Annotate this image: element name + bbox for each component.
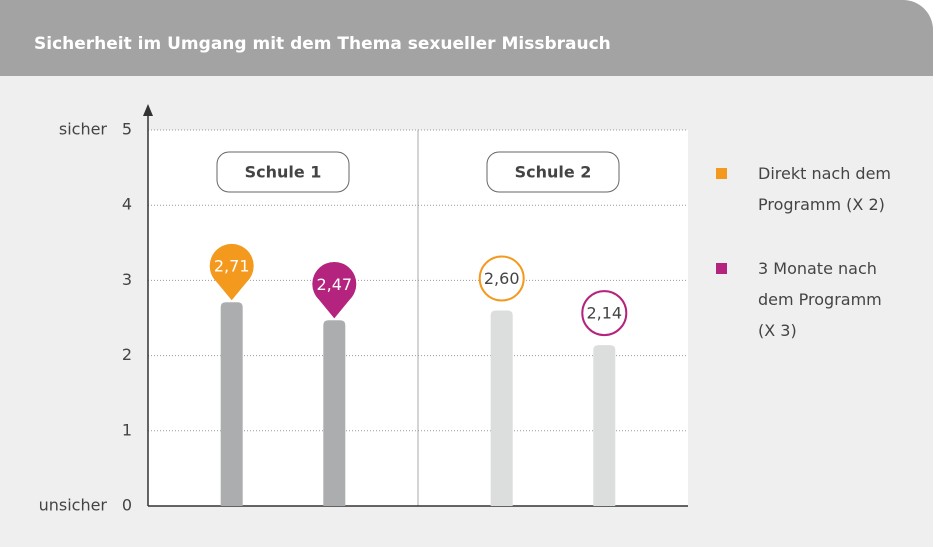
y-tick-label: 2 bbox=[122, 345, 132, 364]
value-marker bbox=[312, 261, 357, 319]
bar bbox=[490, 310, 513, 506]
y-tick-label: 0 bbox=[122, 496, 132, 515]
value-label: 2,71 bbox=[214, 257, 250, 276]
x-tick-label: Schule 1 bbox=[245, 163, 322, 182]
chart-title: Sicherheit im Umgang mit dem Thema sexue… bbox=[34, 34, 611, 54]
bar bbox=[220, 302, 243, 506]
legend-label: 3 Monate nach dem Programm (X 3) bbox=[758, 259, 882, 340]
y-axis-arrow bbox=[143, 104, 153, 116]
legend: Direkt nach dem Programm (X 2) 3 Monate n… bbox=[716, 158, 916, 379]
group-label-box bbox=[216, 151, 350, 193]
legend-entry: 3 Monate nach dem Programm (X 3) bbox=[716, 253, 898, 346]
legend-swatch bbox=[716, 263, 727, 274]
bar bbox=[323, 320, 346, 506]
value-marker bbox=[581, 290, 628, 337]
y-tick-label: 3 bbox=[122, 270, 132, 289]
legend-label: Direkt nach dem Programm (X 2) bbox=[758, 164, 892, 214]
y-tick-label: 5 bbox=[122, 120, 132, 139]
y-tick-label: 1 bbox=[122, 420, 132, 439]
legend-swatch bbox=[716, 168, 727, 179]
header-bar bbox=[0, 0, 933, 76]
y-axis-bottom-label: unsicher bbox=[39, 496, 108, 515]
y-tick-label: 4 bbox=[122, 195, 132, 214]
value-marker bbox=[209, 243, 254, 301]
group-label-box bbox=[486, 151, 620, 193]
value-label: 2,47 bbox=[316, 275, 352, 294]
legend-entry: Direkt nach dem Programm (X 2) bbox=[716, 158, 898, 220]
value-label: 2,60 bbox=[484, 269, 520, 288]
x-tick-label: Schule 2 bbox=[515, 163, 592, 182]
bar bbox=[593, 345, 616, 506]
y-axis-top-label: sicher bbox=[59, 120, 108, 139]
value-label: 2,14 bbox=[586, 304, 622, 323]
value-marker bbox=[478, 255, 525, 302]
